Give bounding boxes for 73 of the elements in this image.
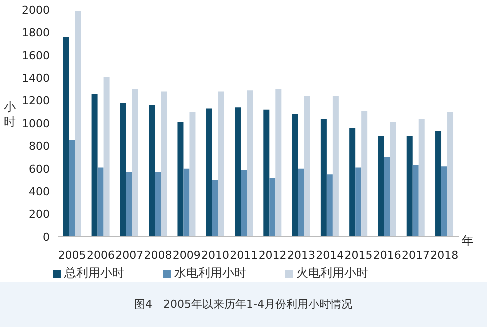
bar xyxy=(132,89,138,237)
y-tick-label: 2000 xyxy=(22,4,50,17)
bar xyxy=(270,178,276,237)
bar xyxy=(412,165,419,237)
bar xyxy=(104,76,110,237)
x-tick-label: 2018 xyxy=(430,248,459,262)
y-tick-label: 1000 xyxy=(22,117,50,130)
bar xyxy=(69,140,76,237)
x-tick-label: 2015 xyxy=(344,248,373,262)
bar xyxy=(247,90,254,237)
caption: 图4 2005年以来历年1-4月份利用小时情况 xyxy=(134,297,352,312)
bar xyxy=(235,108,242,237)
y-axis-title: 小时 xyxy=(4,100,17,130)
bar xyxy=(75,11,82,237)
bar xyxy=(276,89,282,237)
bar xyxy=(436,131,442,237)
legend-label: 总利用小时 xyxy=(64,266,124,280)
bar xyxy=(218,92,224,237)
bar xyxy=(98,168,104,237)
bar xyxy=(418,118,425,237)
bar xyxy=(212,180,218,237)
y-tick-label: 1800 xyxy=(22,26,50,40)
bar xyxy=(149,105,156,237)
bar xyxy=(350,128,356,237)
y-tick-label: 1400 xyxy=(22,72,50,86)
x-tick-label: 2016 xyxy=(373,248,402,262)
bar xyxy=(63,37,70,237)
bar xyxy=(326,174,333,237)
bar xyxy=(184,168,190,237)
bar xyxy=(298,168,304,237)
bar xyxy=(120,103,126,237)
bar xyxy=(241,170,248,237)
bar xyxy=(264,110,270,237)
bar xyxy=(356,168,362,237)
x-tick-label: 2005 xyxy=(58,248,86,262)
bar xyxy=(126,172,132,237)
bar xyxy=(406,136,413,237)
bar xyxy=(362,111,368,237)
x-tick-label: 2012 xyxy=(258,248,287,262)
y-tick-label: 1200 xyxy=(22,94,50,108)
bar xyxy=(332,96,339,237)
bar xyxy=(384,158,390,237)
bar xyxy=(190,112,196,237)
x-tick-label: 2013 xyxy=(287,248,316,262)
y-tick-label: 800 xyxy=(29,140,50,154)
bar xyxy=(378,136,384,237)
y-tick-label: 1600 xyxy=(22,49,50,62)
x-tick-label: 2007 xyxy=(116,248,144,262)
bar xyxy=(206,108,212,237)
x-tick-label: 2009 xyxy=(172,248,201,262)
bar xyxy=(390,122,396,237)
bar xyxy=(442,166,448,237)
x-tick-label: 2008 xyxy=(144,248,172,262)
y-tick-label: 0 xyxy=(43,230,50,244)
y-tick-label: 200 xyxy=(29,208,50,222)
bar xyxy=(304,96,310,237)
x-tick-label: 2011 xyxy=(230,248,258,262)
legend-label: 火电利用小时 xyxy=(296,266,368,280)
x-tick-label: 2017 xyxy=(402,248,430,262)
y-tick-label: 600 xyxy=(29,162,50,176)
x-tick-label: 2014 xyxy=(316,248,344,262)
bar xyxy=(448,112,454,237)
bar xyxy=(161,92,168,237)
bar xyxy=(292,114,298,237)
x-tick-label: 2006 xyxy=(86,248,115,262)
bar xyxy=(178,122,184,237)
y-tick-label: 400 xyxy=(29,186,50,199)
bar xyxy=(155,172,162,237)
bar xyxy=(92,94,98,237)
x-tick-label: 2010 xyxy=(202,248,230,262)
legend-label: 水电利用小时 xyxy=(174,266,246,280)
x-axis-title: 年 xyxy=(462,233,474,250)
bar xyxy=(320,118,327,237)
